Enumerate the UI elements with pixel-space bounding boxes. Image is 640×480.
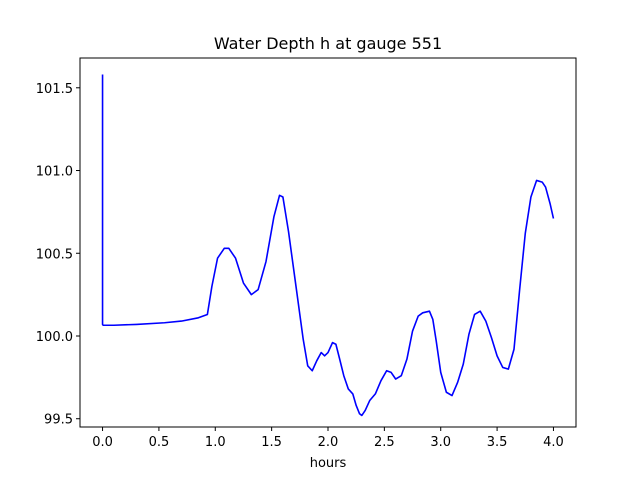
- plot-area: [101, 74, 555, 417]
- x-tick-label: 0.5: [149, 435, 170, 450]
- x-tick-label: 0.0: [92, 435, 113, 450]
- y-axis-ticks: 99.5 100.0 100.5 101.0 101.5: [36, 82, 80, 428]
- x-tick-label: 2.0: [318, 435, 339, 450]
- x-tick-label: 1.0: [205, 435, 226, 450]
- x-tick-label: 3.0: [430, 435, 451, 450]
- x-axis-ticks: 0.0 0.5 1.0 1.5 2.0 2.5 3.0 3.5 4.0: [92, 427, 564, 450]
- x-tick-label: 1.5: [261, 435, 282, 450]
- y-tick-label: 100.0: [36, 330, 73, 345]
- y-tick-label: 101.0: [36, 165, 73, 180]
- chart-title: Water Depth h at gauge 551: [214, 34, 442, 53]
- y-tick-label: 100.5: [36, 247, 73, 262]
- y-tick-label: 101.5: [36, 82, 73, 97]
- x-tick-label: 3.5: [487, 435, 508, 450]
- series-line-0: [101, 74, 555, 417]
- y-tick-label: 99.5: [44, 413, 73, 428]
- x-tick-label: 2.5: [374, 435, 395, 450]
- x-tick-label: 4.0: [543, 435, 564, 450]
- x-axis-label: hours: [310, 456, 347, 471]
